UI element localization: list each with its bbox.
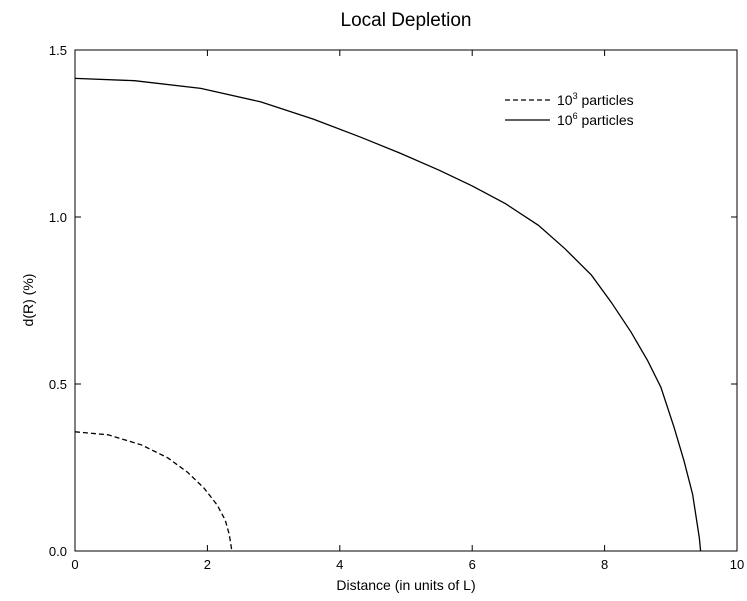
y-tick-label: 0.5 xyxy=(49,377,67,392)
x-tick-label: 4 xyxy=(336,557,343,572)
axis-ticks: 0 2 4 6 8 10 0.0 0.5 1.0 1.5 xyxy=(49,43,744,572)
y-tick-label: 1.5 xyxy=(49,43,67,58)
legend-label-0: 103 particles xyxy=(557,91,634,108)
y-tick-label: 0.0 xyxy=(49,544,67,559)
plot-frame xyxy=(74,49,738,552)
x-tick-label: 2 xyxy=(204,557,211,572)
legend: 103 particles 106 particles xyxy=(505,91,634,128)
y-tick-label: 1.0 xyxy=(49,210,67,225)
x-axis-title: Distance (in units of L) xyxy=(336,577,475,593)
y-axis-title: d(R) (%) xyxy=(20,274,36,327)
x-tick-label: 10 xyxy=(730,557,744,572)
x-tick-label: 0 xyxy=(71,557,78,572)
series-line-0 xyxy=(74,431,233,552)
x-tick-label: 8 xyxy=(601,557,608,572)
series-line-1 xyxy=(74,77,702,552)
chart-title: Local Depletion xyxy=(341,10,472,31)
series-layer xyxy=(74,77,702,552)
x-tick-label: 6 xyxy=(469,557,476,572)
legend-label-1: 106 particles xyxy=(557,111,634,128)
